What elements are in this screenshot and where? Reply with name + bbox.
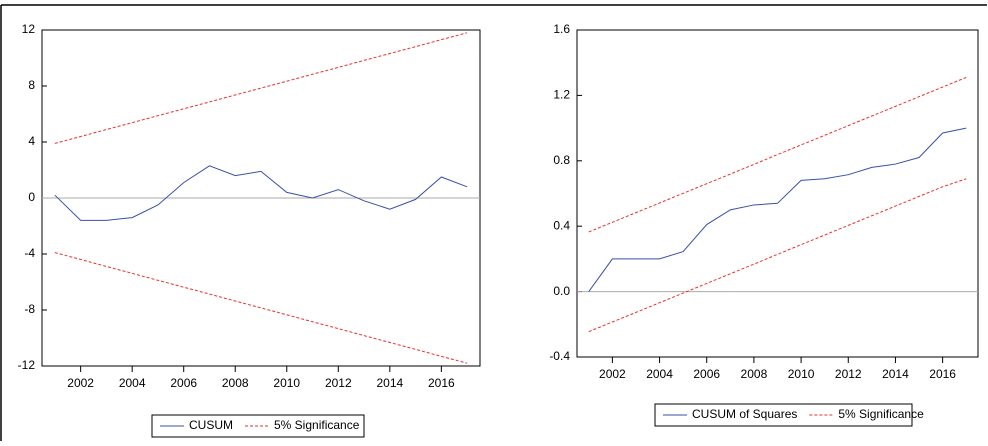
x-tick-label: 2014 <box>882 367 909 381</box>
legend-box <box>654 403 913 427</box>
y-tick-label: 1.2 <box>553 88 570 102</box>
x-tick-label: 2010 <box>273 376 300 390</box>
x-tick-label: 2016 <box>929 367 956 381</box>
y-tick-label: 1.6 <box>553 22 570 36</box>
x-tick-label: 2008 <box>222 376 249 390</box>
x-tick-label: 2002 <box>67 376 94 390</box>
legend-label: 5% Significance <box>274 418 360 432</box>
y-tick-label: 0.0 <box>553 284 570 298</box>
y-tick-label: 0.8 <box>553 153 570 167</box>
legend-label: CUSUM of Squares <box>692 407 797 421</box>
y-tick-label: -8 <box>24 302 35 316</box>
y-tick-label: -0.4 <box>549 349 570 363</box>
legend-label: CUSUM <box>189 418 233 432</box>
y-tick-label: 12 <box>22 22 36 36</box>
y-tick-label: -4 <box>24 246 35 260</box>
plot-area <box>576 29 979 358</box>
x-tick-label: 2004 <box>646 367 673 381</box>
x-tick-label: 2004 <box>119 376 146 390</box>
y-tick-label: 4 <box>28 134 35 148</box>
y-tick-label: 0 <box>28 190 35 204</box>
series-line <box>588 178 967 333</box>
x-tick-label: 2006 <box>693 367 720 381</box>
x-tick-label: 2002 <box>599 367 626 381</box>
x-tick-label: 2006 <box>170 376 197 390</box>
series-line <box>54 32 468 144</box>
x-tick-label: 2014 <box>376 376 403 390</box>
y-tick-label: 8 <box>28 78 35 92</box>
x-tick-label: 2010 <box>788 367 815 381</box>
x-tick-label: 2012 <box>835 367 862 381</box>
y-tick-label: 0.4 <box>553 218 570 232</box>
y-tick-label: -12 <box>18 358 36 372</box>
series-line <box>54 165 468 221</box>
x-tick-label: 2008 <box>741 367 768 381</box>
x-tick-label: 2016 <box>428 376 455 390</box>
series-line <box>588 127 967 292</box>
series-line <box>54 252 468 364</box>
series-line <box>588 76 967 233</box>
x-tick-label: 2012 <box>325 376 352 390</box>
legend-label: 5% Significance <box>838 407 924 421</box>
